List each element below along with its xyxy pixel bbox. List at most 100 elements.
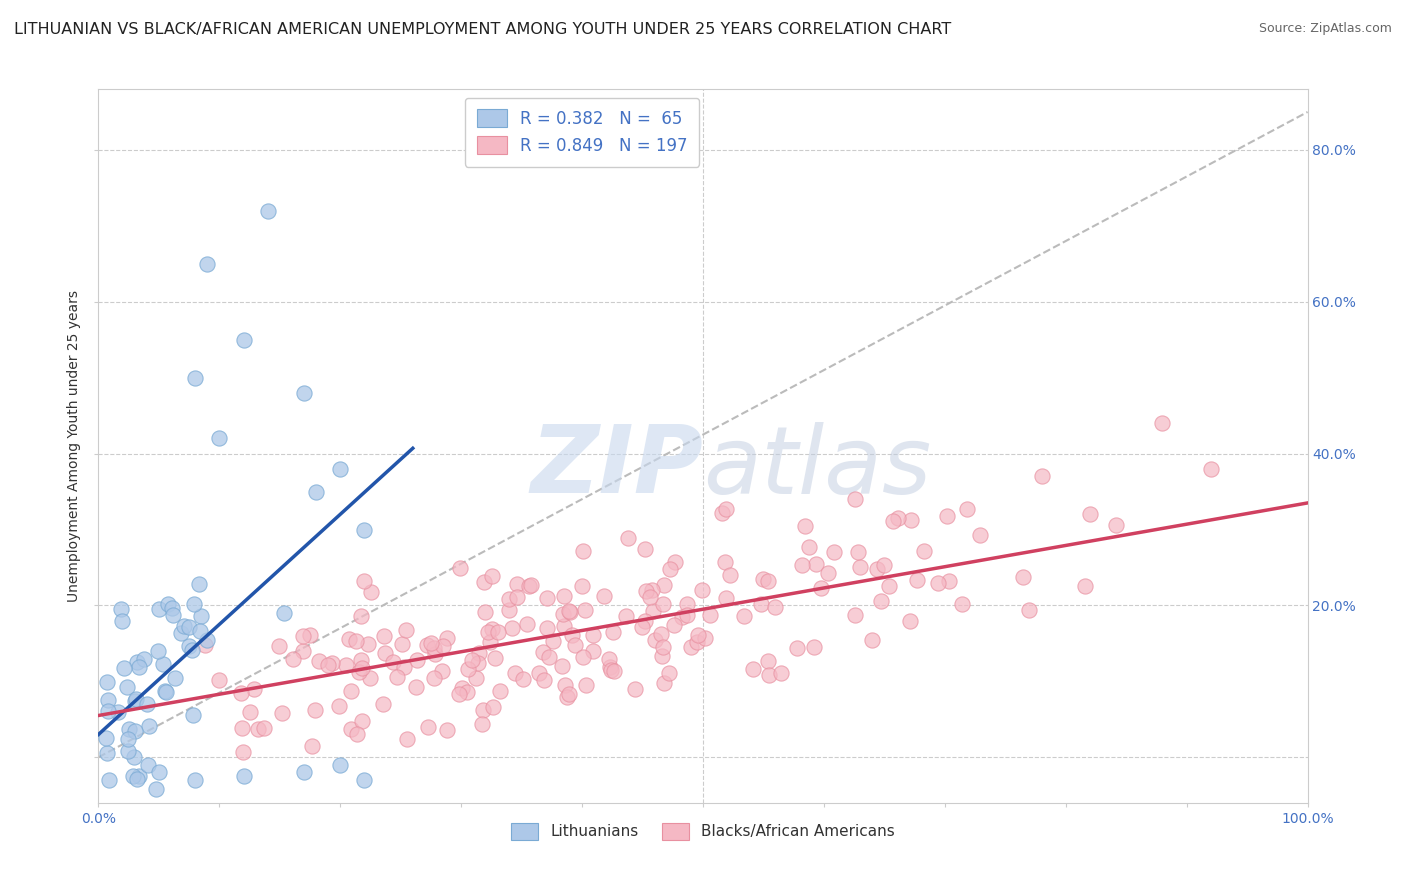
Point [574,602,596,616]
Text: LITHUANIAN VS BLACK/AFRICAN AMERICAN UNEMPLOYMENT AMONG YOUTH UNDER 25 YEARS COR: LITHUANIAN VS BLACK/AFRICAN AMERICAN UNE… [14,22,952,37]
Point [173,619,195,633]
Point [749,597,772,611]
Point [571,579,593,593]
Point [460,653,482,667]
Point [671,609,693,624]
Point [652,640,675,654]
Point [347,665,370,679]
Point [797,540,820,554]
Point [357,637,380,651]
Point [558,605,581,619]
Point [344,634,367,648]
Point [756,654,779,668]
Point [804,557,827,571]
Point [517,579,540,593]
Point [710,507,733,521]
Point [575,678,598,692]
Point [96,674,118,689]
Point [350,714,373,728]
Point [124,724,146,739]
Point [152,657,174,671]
Point [938,574,960,588]
Point [128,769,150,783]
Point [572,544,595,558]
Point [733,608,755,623]
Point [107,705,129,719]
Point [153,684,176,698]
Point [229,686,252,700]
Point [416,720,439,734]
Point [373,698,395,712]
Point [328,699,350,714]
Point [1078,508,1101,522]
Point [786,640,808,655]
Point [651,649,673,664]
Point [484,651,506,665]
Point [1018,603,1040,617]
Point [554,678,576,692]
Point [817,566,839,580]
Point [905,573,928,587]
Point [489,684,512,698]
Point [603,665,626,679]
Point [679,640,702,654]
Point [803,640,825,654]
Point [541,634,564,648]
Point [882,514,904,528]
Point [598,652,620,666]
Point [432,665,454,679]
Point [616,531,638,545]
Point [790,558,813,572]
Point [860,632,883,647]
Point [304,703,326,717]
Point [810,581,832,595]
Point [538,649,561,664]
Point [436,723,458,737]
Point [406,653,429,667]
Point [873,558,896,572]
Legend: Lithuanians, Blacks/African Americans: Lithuanians, Blacks/African Americans [502,814,904,848]
Point [718,568,741,582]
Point [457,662,479,676]
Point [877,579,900,593]
Point [373,629,395,643]
Point [195,633,218,648]
Point [98,772,121,787]
Point [742,662,765,676]
Point [536,591,558,606]
Point [561,628,583,642]
Point [582,643,605,657]
Point [602,625,624,640]
Point [477,624,499,639]
Point [658,665,681,680]
Point [329,757,352,772]
Point [898,615,921,629]
Point [558,687,581,701]
Point [714,591,737,605]
Point [900,512,922,526]
Point [650,627,672,641]
Point [652,597,675,611]
Point [346,727,368,741]
Point [478,635,501,649]
Point [553,619,575,633]
Point [337,632,360,646]
Point [163,671,186,685]
Point [195,257,218,271]
Point [527,665,550,680]
Point [553,607,575,621]
Point [125,655,148,669]
Point [184,772,207,787]
Point [599,663,621,677]
Point [353,574,375,589]
Point [844,491,866,506]
Point [423,672,446,686]
Point [1199,462,1222,476]
Point [664,555,686,569]
Point [316,658,339,673]
Point [353,772,375,787]
Point [162,601,184,615]
Point [136,758,159,772]
Point [659,562,682,576]
Point [1074,579,1097,593]
